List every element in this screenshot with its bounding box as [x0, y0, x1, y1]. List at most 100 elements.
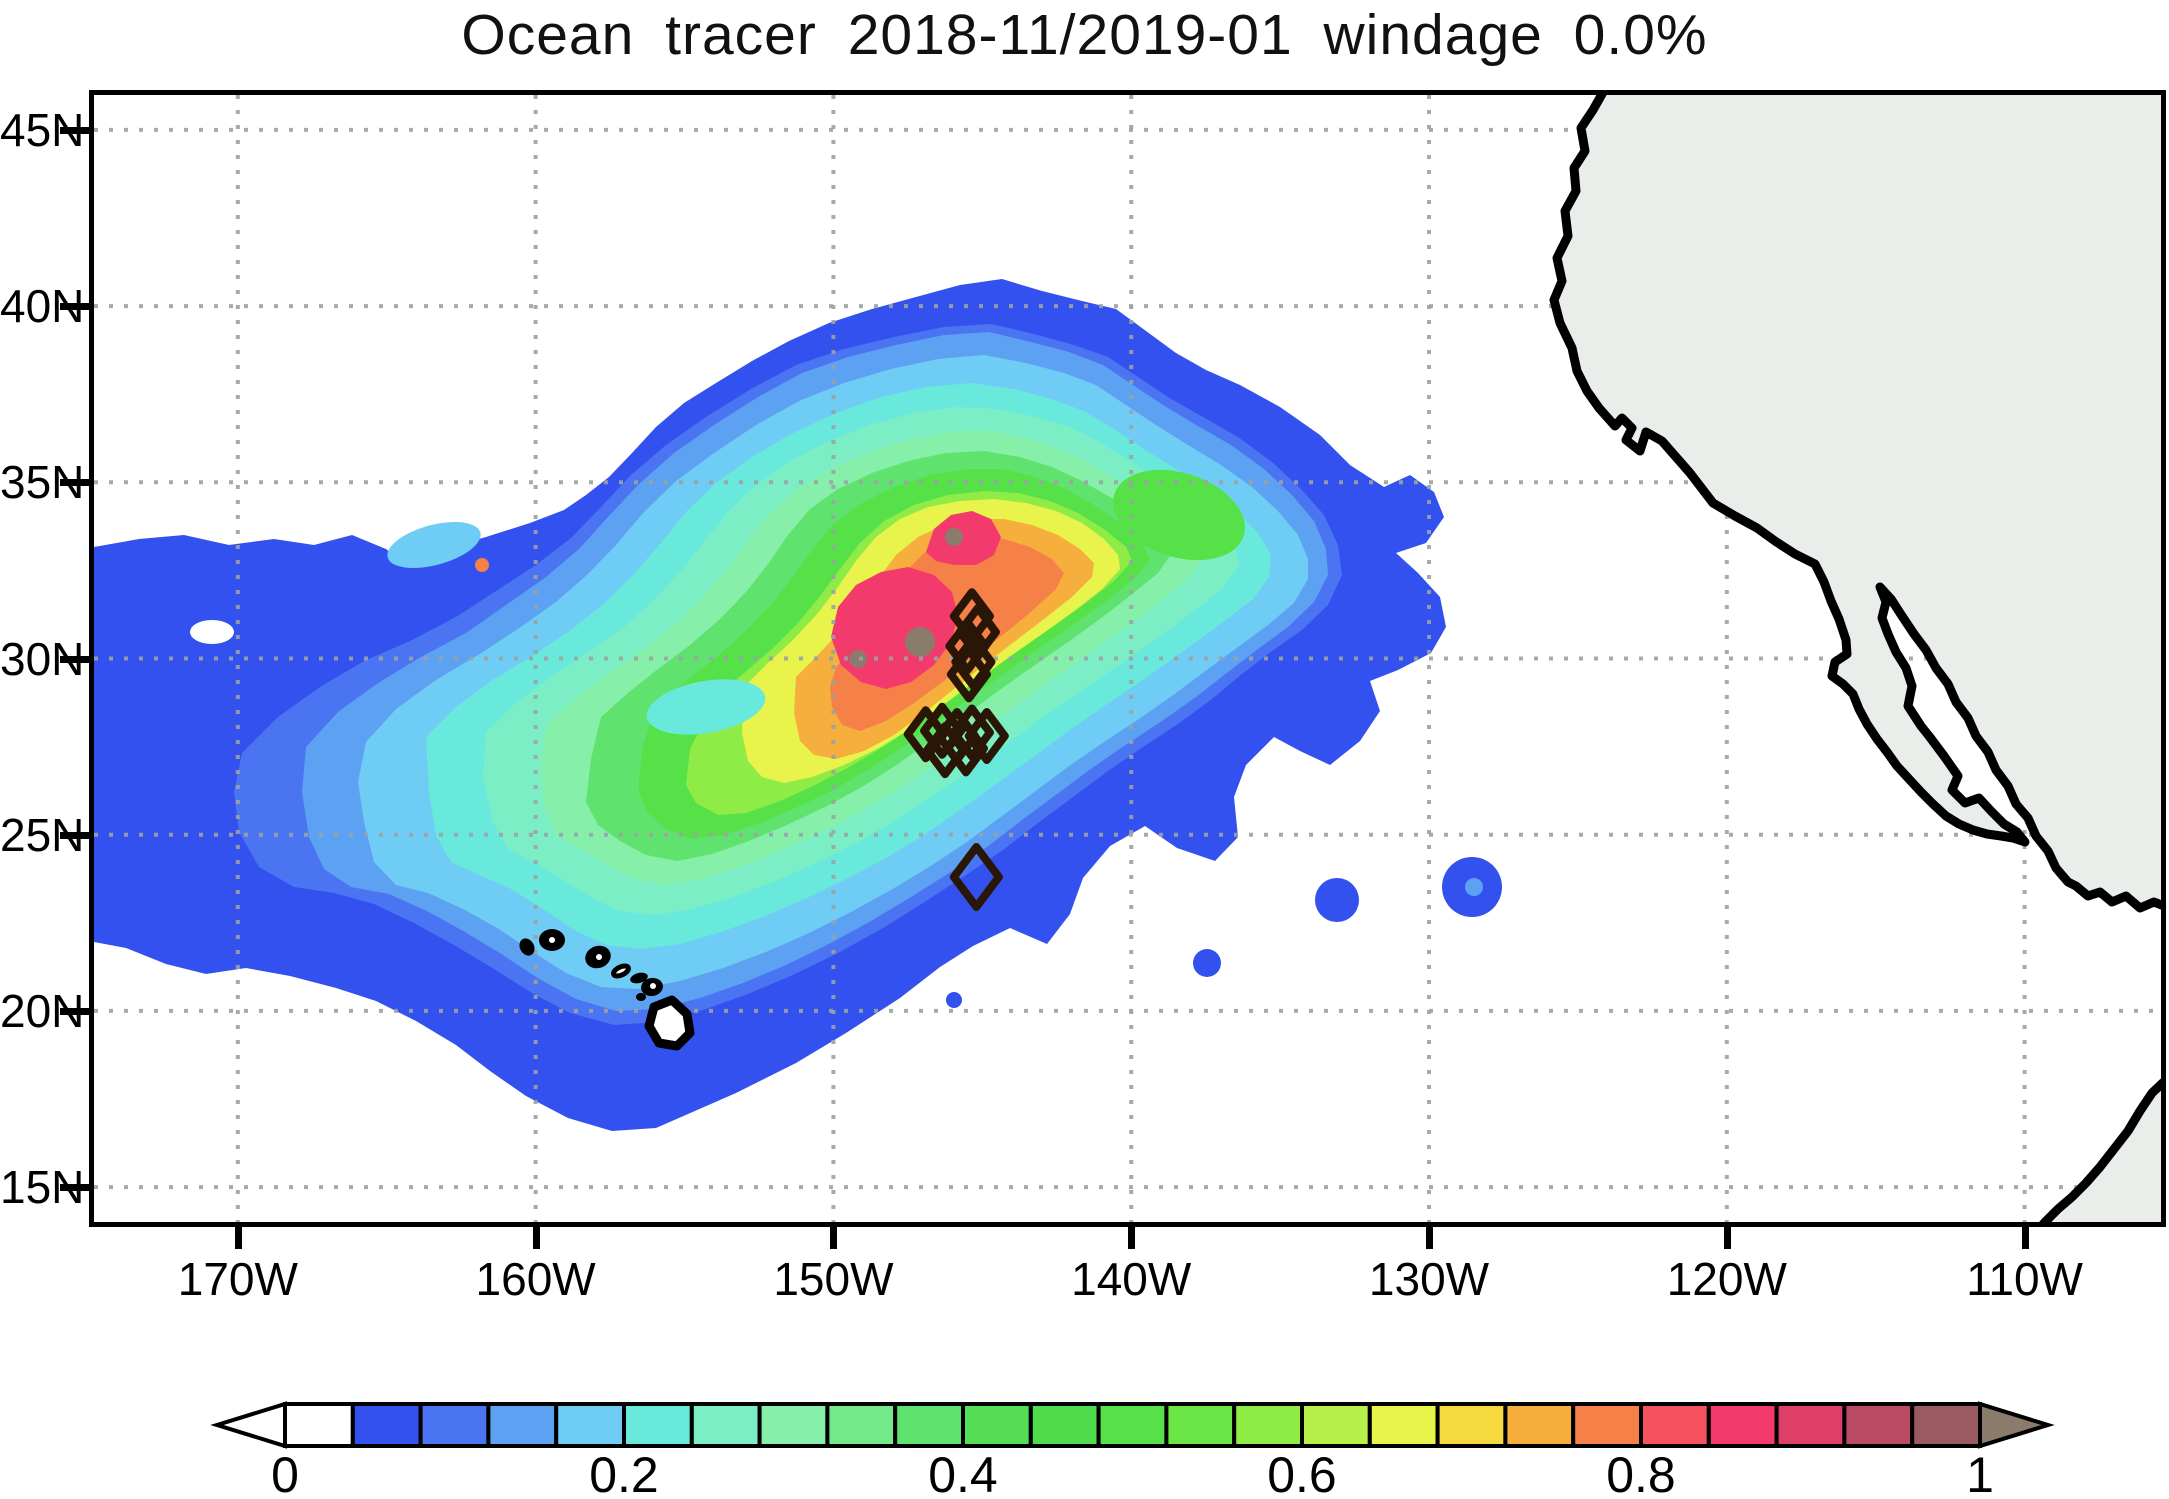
colorbar-cell-23 [1842, 1402, 1915, 1448]
island-oahu-center [596, 954, 602, 960]
detached-blob [1193, 949, 1221, 977]
orange-speck-west [475, 558, 489, 572]
y-tick-label-25N: 25N [0, 808, 85, 861]
contour-core [945, 528, 963, 546]
x-tick-150W [830, 1222, 838, 1249]
colorbar-cell-6 [689, 1402, 762, 1448]
tracer-white-hole [190, 620, 234, 644]
colorbar-cell-13 [1164, 1402, 1237, 1448]
contour-level-0.84-a [926, 511, 1001, 565]
colorbar-cell-5 [622, 1402, 694, 1448]
x-tick-label-160W: 160W [475, 1253, 596, 1305]
colorbar-tick-label-1: 1 [1966, 1447, 1994, 1499]
colorbar-cell-17 [1435, 1402, 1508, 1448]
island-islets [611, 963, 631, 979]
x-tick-140W [1128, 1222, 1136, 1249]
y-tick-45N [60, 126, 89, 134]
cyan-patch-west [387, 522, 481, 568]
x-tick-label-170W: 170W [177, 1253, 298, 1305]
map-svg [94, 95, 2161, 1222]
y-tick-label-40N: 40N [0, 280, 85, 333]
colorbar-cell-15 [1300, 1402, 1372, 1448]
sample-marker-diamond [923, 722, 968, 779]
sample-markers [903, 588, 1009, 911]
island-maui-center [650, 983, 656, 989]
contour-core [905, 627, 935, 657]
coastline-north-america [1554, 95, 2161, 908]
sample-marker-diamond [920, 702, 965, 759]
hawaiian-islands [519, 929, 695, 1051]
colorbar-cell-14 [1232, 1402, 1304, 1448]
colorbar-cell-3 [486, 1402, 559, 1448]
y-tick-15N [60, 1184, 89, 1192]
colorbar-cell-4 [554, 1402, 627, 1448]
island-hawaii-big-island [644, 995, 695, 1051]
x-tick-160W [532, 1222, 540, 1249]
turquoise-tongue-south [646, 679, 766, 735]
x-tick-label-110W: 110W [1966, 1253, 2083, 1305]
sample-marker-diamond [946, 646, 991, 703]
green-patch-east [1113, 469, 1245, 561]
colorbar: 0 0.2 0.4 0.6 0.8 1 [210, 1401, 2055, 1499]
island-kauai-center [549, 937, 555, 943]
colorbar-cell-1 [350, 1402, 423, 1448]
x-tick-label-150W: 150W [773, 1253, 894, 1305]
y-tick-20N [60, 1007, 89, 1015]
y-tick-label-35N: 35N [0, 456, 85, 509]
x-tick-label-120W: 120W [1666, 1253, 1787, 1305]
tracer-field [94, 279, 1502, 1131]
x-tick-label-140W: 140W [1071, 1253, 1192, 1305]
colorbar-tick-label-0.4: 0.4 [928, 1447, 998, 1499]
island-molokai [630, 972, 648, 984]
detached-blob [946, 992, 962, 1008]
detached-blob-inner [1465, 878, 1483, 896]
x-tick-130W [1426, 1222, 1434, 1249]
colorbar-cell-2 [418, 1402, 491, 1448]
y-tick-40N [60, 303, 89, 311]
sample-marker-diamond [903, 706, 948, 763]
detached-blob [873, 954, 895, 976]
y-tick-label-45N: 45N [0, 103, 85, 156]
y-tick-30N [60, 655, 89, 663]
island-niihau [519, 938, 535, 956]
detached-blob [1315, 878, 1359, 922]
colorbar-cell-18 [1503, 1402, 1576, 1448]
colorbar-cell-22 [1774, 1402, 1847, 1448]
colorbar-cell-0 [283, 1402, 355, 1448]
colorbar-cells [283, 1402, 1982, 1448]
colorbar-tick-label-0: 0 [271, 1447, 299, 1499]
sample-marker-diamond [964, 708, 1009, 765]
contour-core [849, 650, 867, 668]
colorbar-cell-19 [1571, 1402, 1643, 1448]
colorbar-cell-16 [1367, 1402, 1440, 1448]
sample-marker-diamond [945, 618, 990, 675]
colorbar-cell-24 [1910, 1402, 1982, 1448]
coastline-mexico-corner [2038, 1077, 2161, 1222]
colorbar-cell-9 [893, 1402, 966, 1448]
sample-marker-diamond [949, 704, 994, 761]
chart-title: Ocean tracer 2018-11/2019-01 windage 0.0… [461, 3, 1708, 67]
colorbar-cell-8 [825, 1402, 898, 1448]
colorbar-under-arrow [210, 1401, 287, 1449]
colorbar-cell-21 [1706, 1402, 1779, 1448]
colorbar-tick-label-0.2: 0.2 [589, 1447, 659, 1499]
x-tick-label-130W: 130W [1368, 1253, 1490, 1305]
colorbar-tick-label-0.6: 0.6 [1267, 1447, 1337, 1499]
y-tick-label-20N: 20N [0, 984, 85, 1037]
x-tick-120W [1723, 1222, 1731, 1249]
sample-marker-diamond [949, 842, 1003, 911]
y-tick-label-30N: 30N [0, 632, 85, 685]
colorbar-cell-11 [1028, 1402, 1101, 1448]
colorbar-cell-7 [757, 1402, 830, 1448]
colorbar-tick-label-0.8: 0.8 [1606, 1447, 1676, 1499]
y-tick-35N [60, 479, 89, 487]
colorbar-labels: 0 0.2 0.4 0.6 0.8 1 [271, 1447, 1994, 1499]
island-kahoolawe [636, 993, 646, 1001]
x-tick-110W [2021, 1222, 2029, 1249]
colorbar-over-arrow [1978, 1401, 2055, 1449]
colorbar-cell-12 [1096, 1402, 1169, 1448]
map-plot [89, 90, 2166, 1227]
colorbar-cell-10 [961, 1402, 1033, 1448]
y-tick-label-15N: 15N [0, 1161, 85, 1214]
